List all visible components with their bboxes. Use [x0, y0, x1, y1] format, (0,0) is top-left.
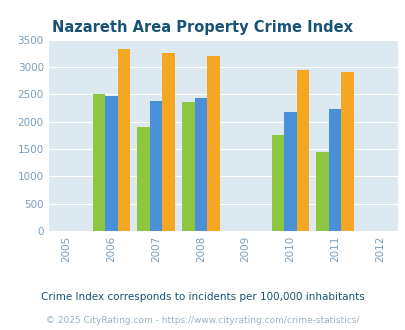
- Bar: [105, 96, 117, 231]
- Bar: [149, 101, 162, 231]
- Bar: [162, 53, 175, 231]
- Bar: [207, 56, 219, 231]
- Text: © 2025 CityRating.com - https://www.cityrating.com/crime-statistics/: © 2025 CityRating.com - https://www.city…: [46, 315, 359, 325]
- Bar: [137, 127, 149, 231]
- Text: Nazareth Area Property Crime Index: Nazareth Area Property Crime Index: [52, 20, 353, 35]
- Bar: [341, 72, 353, 231]
- Bar: [296, 70, 309, 231]
- Bar: [194, 98, 207, 231]
- Bar: [315, 152, 328, 231]
- Bar: [284, 112, 296, 231]
- Bar: [117, 49, 130, 231]
- Bar: [328, 109, 341, 231]
- Bar: [182, 103, 194, 231]
- Bar: [271, 135, 283, 231]
- Text: Crime Index corresponds to incidents per 100,000 inhabitants: Crime Index corresponds to incidents per…: [41, 292, 364, 302]
- Bar: [92, 94, 105, 231]
